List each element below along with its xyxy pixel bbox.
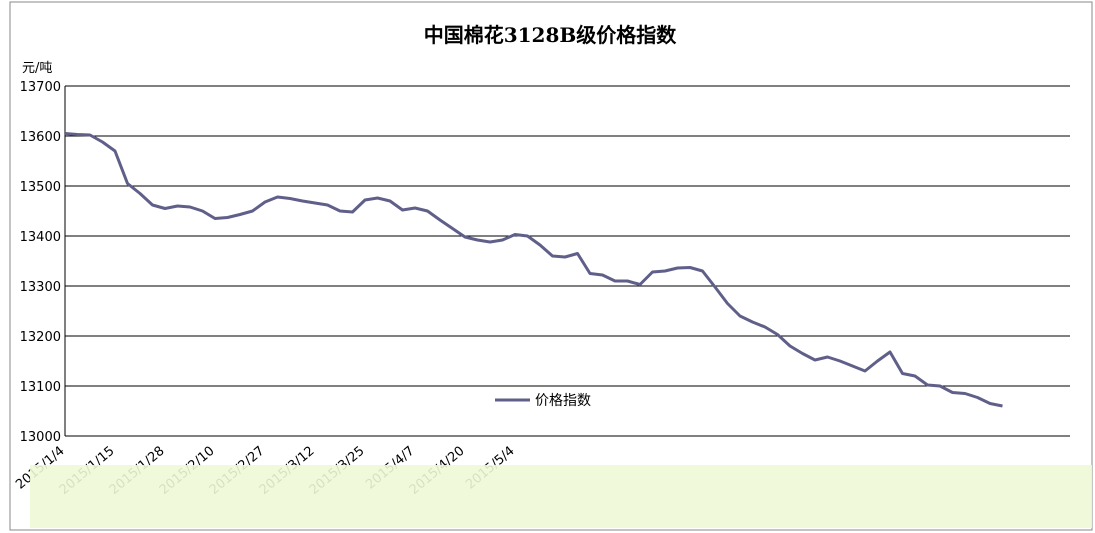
chart-title: 中国棉花3128B级价格指数	[424, 23, 678, 47]
y-tick-label: 13500	[20, 180, 61, 195]
y-tick-label: 13000	[20, 430, 61, 445]
chart-frame	[9, 1, 1093, 531]
y-tick-label: 13300	[20, 280, 61, 295]
y-axis-label: 元/吨	[22, 61, 52, 76]
data-line	[64, 132, 1003, 408]
y-tick-label: 13600	[20, 130, 61, 145]
y-tick-label: 13200	[20, 330, 61, 345]
y-tick-label: 13700	[20, 80, 61, 95]
overlay-band	[30, 465, 1092, 528]
legend-label: 价格指数	[535, 393, 591, 409]
y-tick-label: 13400	[20, 230, 61, 245]
y-tick-label: 13100	[20, 380, 61, 395]
